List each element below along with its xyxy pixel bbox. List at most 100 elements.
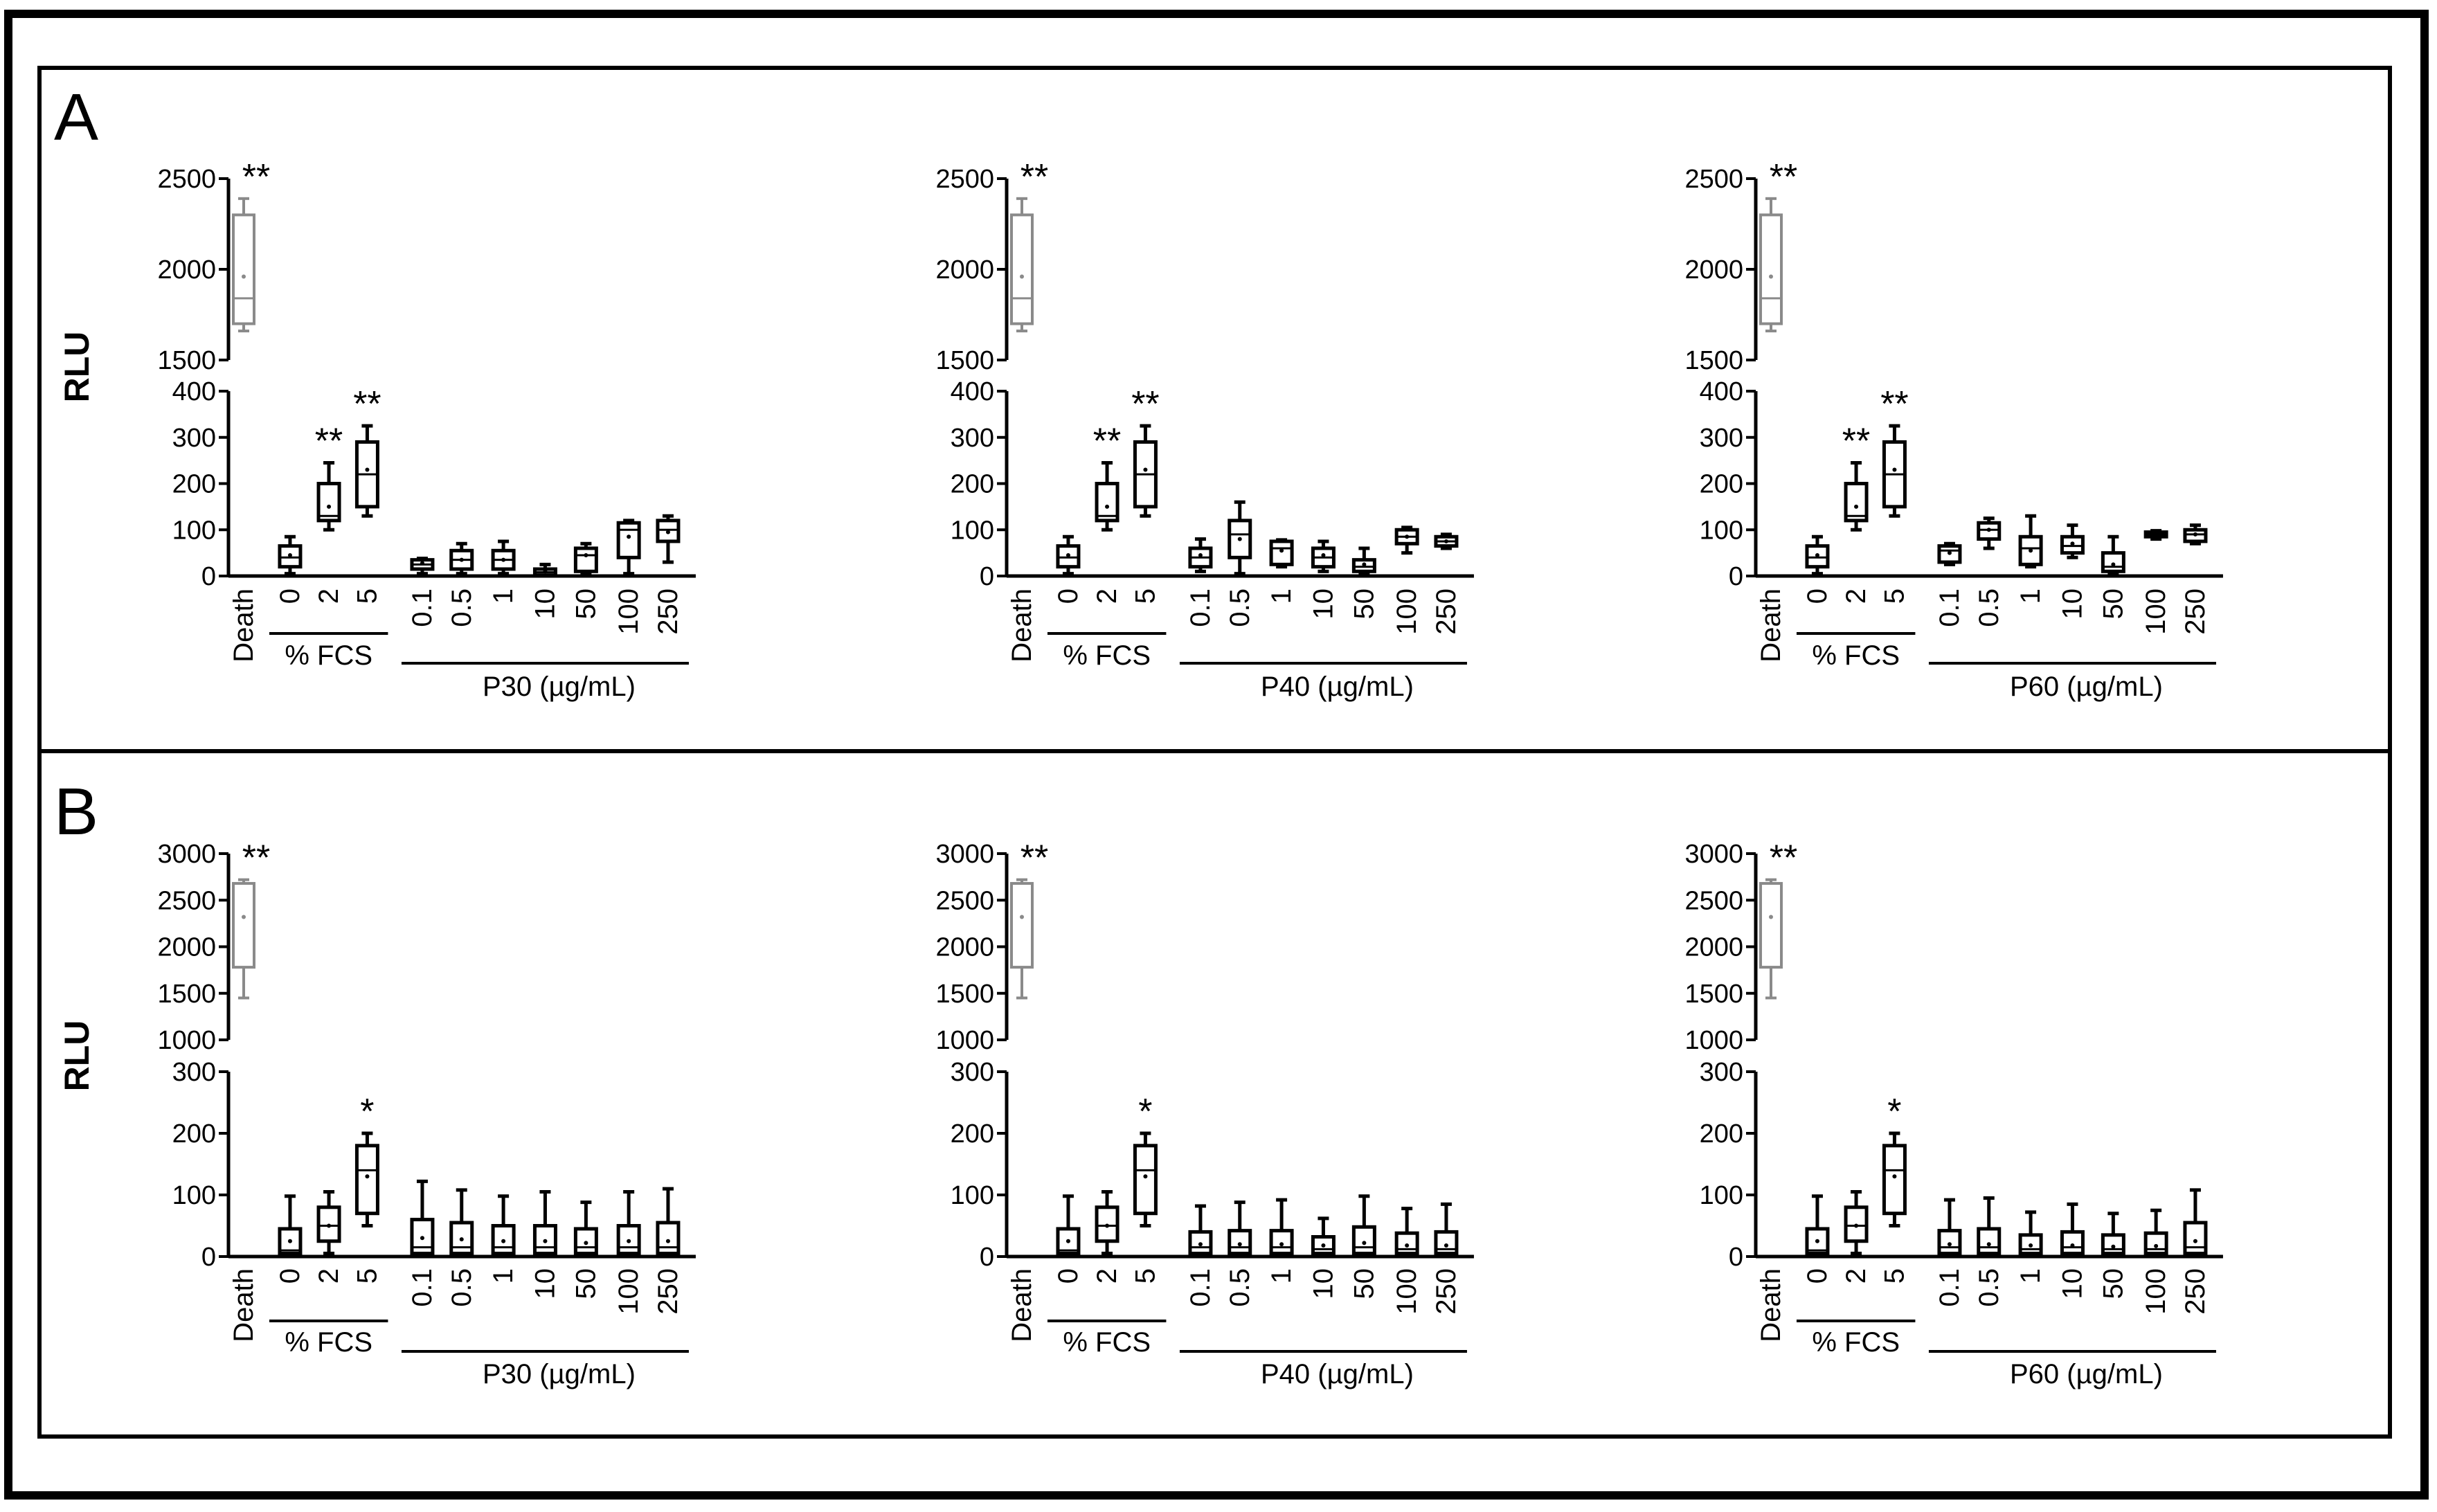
- mean-point: [459, 1237, 464, 1242]
- x-tick-label: 2: [1841, 588, 1871, 604]
- mean-point: [1815, 552, 1819, 557]
- mean-point: [1362, 1241, 1367, 1245]
- y-tick-label-upper: 3000: [157, 840, 216, 869]
- mean-point: [2111, 1244, 2116, 1249]
- box: [1228, 519, 1252, 559]
- mean-point: [584, 552, 588, 557]
- mean-point: [2029, 1243, 2033, 1248]
- mean-point: [2111, 562, 2116, 567]
- mean-point: [627, 1239, 631, 1243]
- x-tick-label: 0: [1053, 588, 1083, 604]
- mean-point: [1143, 467, 1148, 472]
- mean-point: [2154, 532, 2159, 537]
- significance-marker: **: [1880, 384, 1908, 424]
- mean-point: [1279, 548, 1284, 553]
- fcs-group-label: % FCS: [1812, 1327, 1900, 1358]
- x-tick-label: 5: [1879, 1268, 1909, 1284]
- box: [2143, 1231, 2168, 1256]
- mean-point: [627, 534, 631, 539]
- x-tick-label: 2: [314, 1268, 344, 1284]
- mean-point: [242, 274, 246, 279]
- x-tick-label: 250: [2180, 1268, 2211, 1315]
- mean-point: [1198, 552, 1203, 557]
- x-tick-label: 5: [352, 1268, 382, 1284]
- peptide-group-label: P40 (µg/mL): [1261, 672, 1414, 702]
- y-tick-label-upper: 2000: [935, 255, 994, 285]
- y-tick-label-upper: 1500: [935, 346, 994, 375]
- y-tick-label-lower: 0: [1729, 562, 1743, 591]
- y-tick-label-lower: 0: [201, 562, 216, 591]
- peptide-group-label: P30 (µg/mL): [483, 1359, 636, 1389]
- mean-point: [2193, 532, 2197, 537]
- box: [656, 519, 681, 543]
- x-tick-label: Death: [228, 1268, 259, 1342]
- mean-point: [2154, 1243, 2159, 1248]
- mean-point: [1020, 274, 1024, 279]
- mean-point: [1769, 915, 1773, 919]
- x-tick-label: 250: [1431, 588, 1462, 635]
- x-tick-label: 2: [1092, 1268, 1122, 1284]
- x-tick-label: 50: [1349, 588, 1379, 620]
- mean-point: [365, 467, 370, 472]
- mean-point: [1947, 550, 1952, 555]
- x-tick-label: 250: [2180, 588, 2211, 635]
- x-tick-label: 2: [314, 588, 344, 604]
- box: [1010, 213, 1034, 325]
- box: [316, 482, 341, 523]
- x-tick-label: 1: [488, 1268, 519, 1284]
- box: [573, 546, 598, 573]
- y-tick-label-upper: 3000: [1684, 840, 1743, 869]
- box: [2018, 1233, 2043, 1256]
- panel-b-frame: [37, 749, 2392, 1439]
- y-tick-label-lower: 100: [1700, 516, 1743, 545]
- y-tick-label-lower: 0: [980, 562, 994, 591]
- mean-point: [1362, 562, 1367, 567]
- x-tick-label: 50: [1349, 1268, 1379, 1299]
- x-tick-label: 0.1: [1185, 588, 1216, 627]
- significance-marker: **: [1093, 421, 1121, 461]
- y-tick-label-upper: 3000: [935, 840, 994, 869]
- box: [1882, 1144, 1907, 1216]
- mean-point: [665, 1239, 670, 1243]
- x-tick-label: 50: [570, 588, 601, 620]
- y-axis-label-b: RLU: [57, 1020, 96, 1092]
- mean-point: [1279, 1242, 1284, 1247]
- y-tick-label-lower: 400: [172, 377, 216, 406]
- y-tick-label-upper: 1500: [157, 980, 216, 1009]
- y-tick-label-lower: 100: [951, 1181, 994, 1210]
- y-tick-label-lower: 300: [172, 424, 216, 453]
- x-tick-label: 100: [1392, 588, 1422, 635]
- x-tick-label: 1: [2015, 588, 2046, 604]
- box: [1269, 1229, 1294, 1256]
- mean-point: [242, 915, 246, 919]
- mean-point: [1105, 504, 1110, 509]
- box: [1095, 482, 1119, 523]
- box: [1434, 1230, 1459, 1256]
- x-tick-label: 100: [2141, 588, 2171, 635]
- box: [354, 1144, 379, 1216]
- mean-point: [327, 504, 332, 509]
- y-tick-label-lower: 400: [951, 377, 994, 406]
- x-tick-label: 0.5: [1974, 588, 2004, 627]
- mean-point: [543, 569, 548, 574]
- y-tick-label-upper: 1500: [935, 980, 994, 1009]
- x-tick-label: 0.5: [1225, 588, 1255, 627]
- x-tick-label: Death: [228, 588, 259, 663]
- fcs-group-label: % FCS: [1063, 640, 1151, 671]
- significance-marker: **: [242, 157, 270, 197]
- x-tick-label: 100: [2141, 1268, 2171, 1315]
- box: [1759, 882, 1783, 969]
- box: [232, 882, 255, 969]
- y-axis-label-a: RLU: [57, 332, 96, 403]
- box: [2101, 551, 2125, 573]
- box: [2060, 1230, 2085, 1256]
- fcs-group-label: % FCS: [285, 640, 372, 671]
- x-tick-label: 0.5: [447, 1268, 477, 1307]
- y-tick-label-upper: 1500: [1684, 346, 1743, 375]
- x-tick-label: 250: [653, 588, 683, 635]
- y-tick-label-upper: 2500: [157, 165, 216, 194]
- panel-a-frame: [37, 66, 2392, 753]
- y-tick-label-lower: 100: [951, 516, 994, 545]
